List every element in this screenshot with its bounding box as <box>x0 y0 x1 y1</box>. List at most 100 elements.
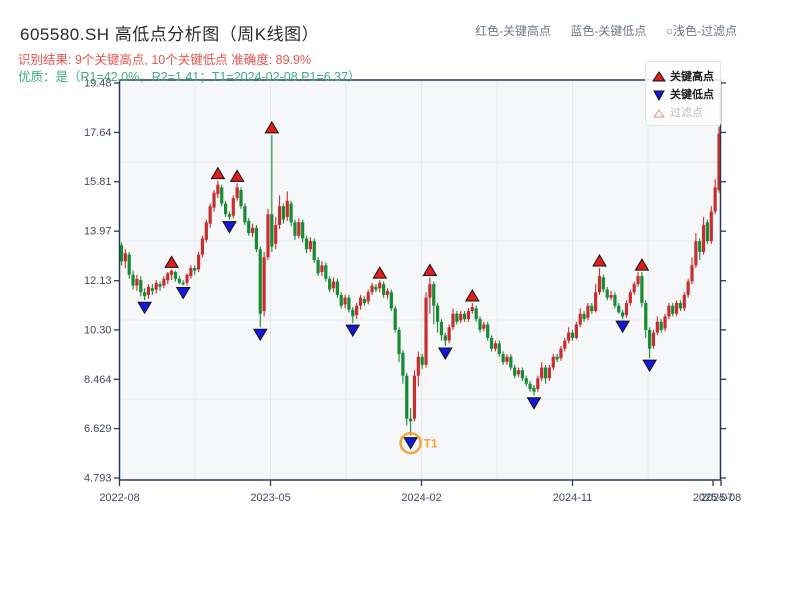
candle-body <box>301 222 305 239</box>
candle-body <box>663 316 667 329</box>
candle-body <box>674 302 679 314</box>
candle-body <box>347 297 351 310</box>
candle-body <box>559 348 563 359</box>
candle-body <box>644 302 648 330</box>
hint-key-high: 红色-关键高点 <box>475 24 552 38</box>
candle-body <box>308 241 312 250</box>
candle-body <box>339 294 343 306</box>
candle-body <box>462 313 467 320</box>
plot-border <box>118 79 722 481</box>
candle-body <box>416 356 420 376</box>
candle-body <box>424 297 428 365</box>
legend-item-key-high: 关键高点 <box>652 67 714 85</box>
candle-body <box>671 305 675 314</box>
candle-body <box>651 332 656 347</box>
y-axis-label: 17.64 <box>84 127 112 139</box>
x-axis-label: 2024-02 <box>401 492 441 504</box>
candle-body <box>482 324 486 329</box>
key-high-marker <box>634 258 650 271</box>
key-low-marker <box>252 328 268 342</box>
candle-body <box>605 289 609 298</box>
candle-body <box>574 324 578 338</box>
candle-body <box>154 282 158 290</box>
candle-body <box>254 227 259 250</box>
candle-body <box>158 284 162 287</box>
candle-body <box>220 187 224 204</box>
candle-body <box>586 305 590 318</box>
candle-body <box>540 367 544 379</box>
candle-body <box>682 294 686 309</box>
candle-body <box>709 211 713 242</box>
plot-area <box>119 80 721 480</box>
candle-body <box>143 292 147 297</box>
candle-body <box>447 327 451 341</box>
candle-body <box>328 278 332 290</box>
candle-body <box>212 192 216 208</box>
candle-body <box>532 387 536 392</box>
candle-body <box>617 305 621 313</box>
candle-body <box>409 418 413 422</box>
hint-key-low: 蓝色-关键低点 <box>570 24 647 38</box>
candle-body <box>223 203 228 215</box>
key-high-marker <box>264 120 280 134</box>
candle-body <box>374 286 378 290</box>
candle-body <box>628 292 632 303</box>
y-axis-label: 10.30 <box>84 324 112 336</box>
candle-body <box>146 286 151 295</box>
candle-body <box>331 281 336 289</box>
candle-body <box>547 367 551 379</box>
candle-body <box>270 214 274 247</box>
candle-body <box>247 220 251 234</box>
down-triangle-icon <box>652 88 666 102</box>
candle-body <box>193 268 197 271</box>
candle-body <box>439 321 444 336</box>
candle-body <box>428 284 432 298</box>
candle-body <box>451 313 455 328</box>
key-high-marker <box>210 166 226 180</box>
candle-body <box>432 284 436 306</box>
candle-body <box>250 227 255 234</box>
candle-body <box>150 288 154 291</box>
candle-body <box>678 302 683 309</box>
candle-body <box>293 222 297 236</box>
candle-body <box>131 274 135 286</box>
legend-label: 关键低点 <box>670 89 714 101</box>
candle-body <box>582 313 586 320</box>
key-low-marker <box>137 301 153 315</box>
y-axis-label: 15.81 <box>84 176 112 188</box>
key-high-marker <box>422 263 438 276</box>
key-low-marker <box>437 347 453 361</box>
candle-body <box>289 203 293 223</box>
y-axis-label: 6.629 <box>84 423 112 435</box>
candle-body <box>281 206 286 220</box>
candle-body <box>258 249 262 314</box>
candle-body <box>135 278 139 286</box>
candle-body <box>613 294 617 306</box>
candle-body <box>216 184 220 195</box>
candle-body <box>497 343 501 355</box>
key-high-marker <box>229 169 245 182</box>
candle-body <box>166 273 170 281</box>
quality-result-text: 优质：是（R1=42.0%，R2=1.41；T1=2024-02-08 P1=6… <box>18 70 361 84</box>
candle-body <box>235 187 239 199</box>
candle-body <box>189 268 193 277</box>
color-hint-bar: 红色-关键高点 蓝色-关键低点 ○浅色-过滤点 <box>475 22 737 39</box>
candle-body <box>378 282 382 289</box>
candle-body <box>405 375 409 419</box>
candle-body <box>277 206 282 226</box>
candle-body <box>493 343 498 349</box>
candle-body <box>520 370 525 379</box>
candle-body <box>304 238 309 250</box>
t1-label: T1 <box>424 437 438 451</box>
candle-body <box>524 378 528 384</box>
y-axis-label: 13.97 <box>84 226 112 238</box>
candle-body <box>200 238 205 255</box>
candle-body <box>127 254 131 275</box>
candle-body <box>366 292 370 302</box>
candle-body <box>285 200 289 217</box>
candle-body <box>297 222 301 236</box>
candle-body <box>609 294 613 298</box>
candle-body <box>351 309 355 317</box>
chart-legend: 关键高点 关键低点 过滤点 <box>645 61 721 126</box>
recognition-result-text: 识别结果: 9个关键高点, 10个关键低点 准确度: 89.9% <box>18 53 312 67</box>
